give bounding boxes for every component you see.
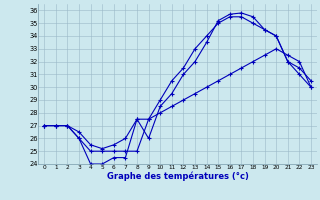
X-axis label: Graphe des températures (°c): Graphe des températures (°c) bbox=[107, 171, 249, 181]
